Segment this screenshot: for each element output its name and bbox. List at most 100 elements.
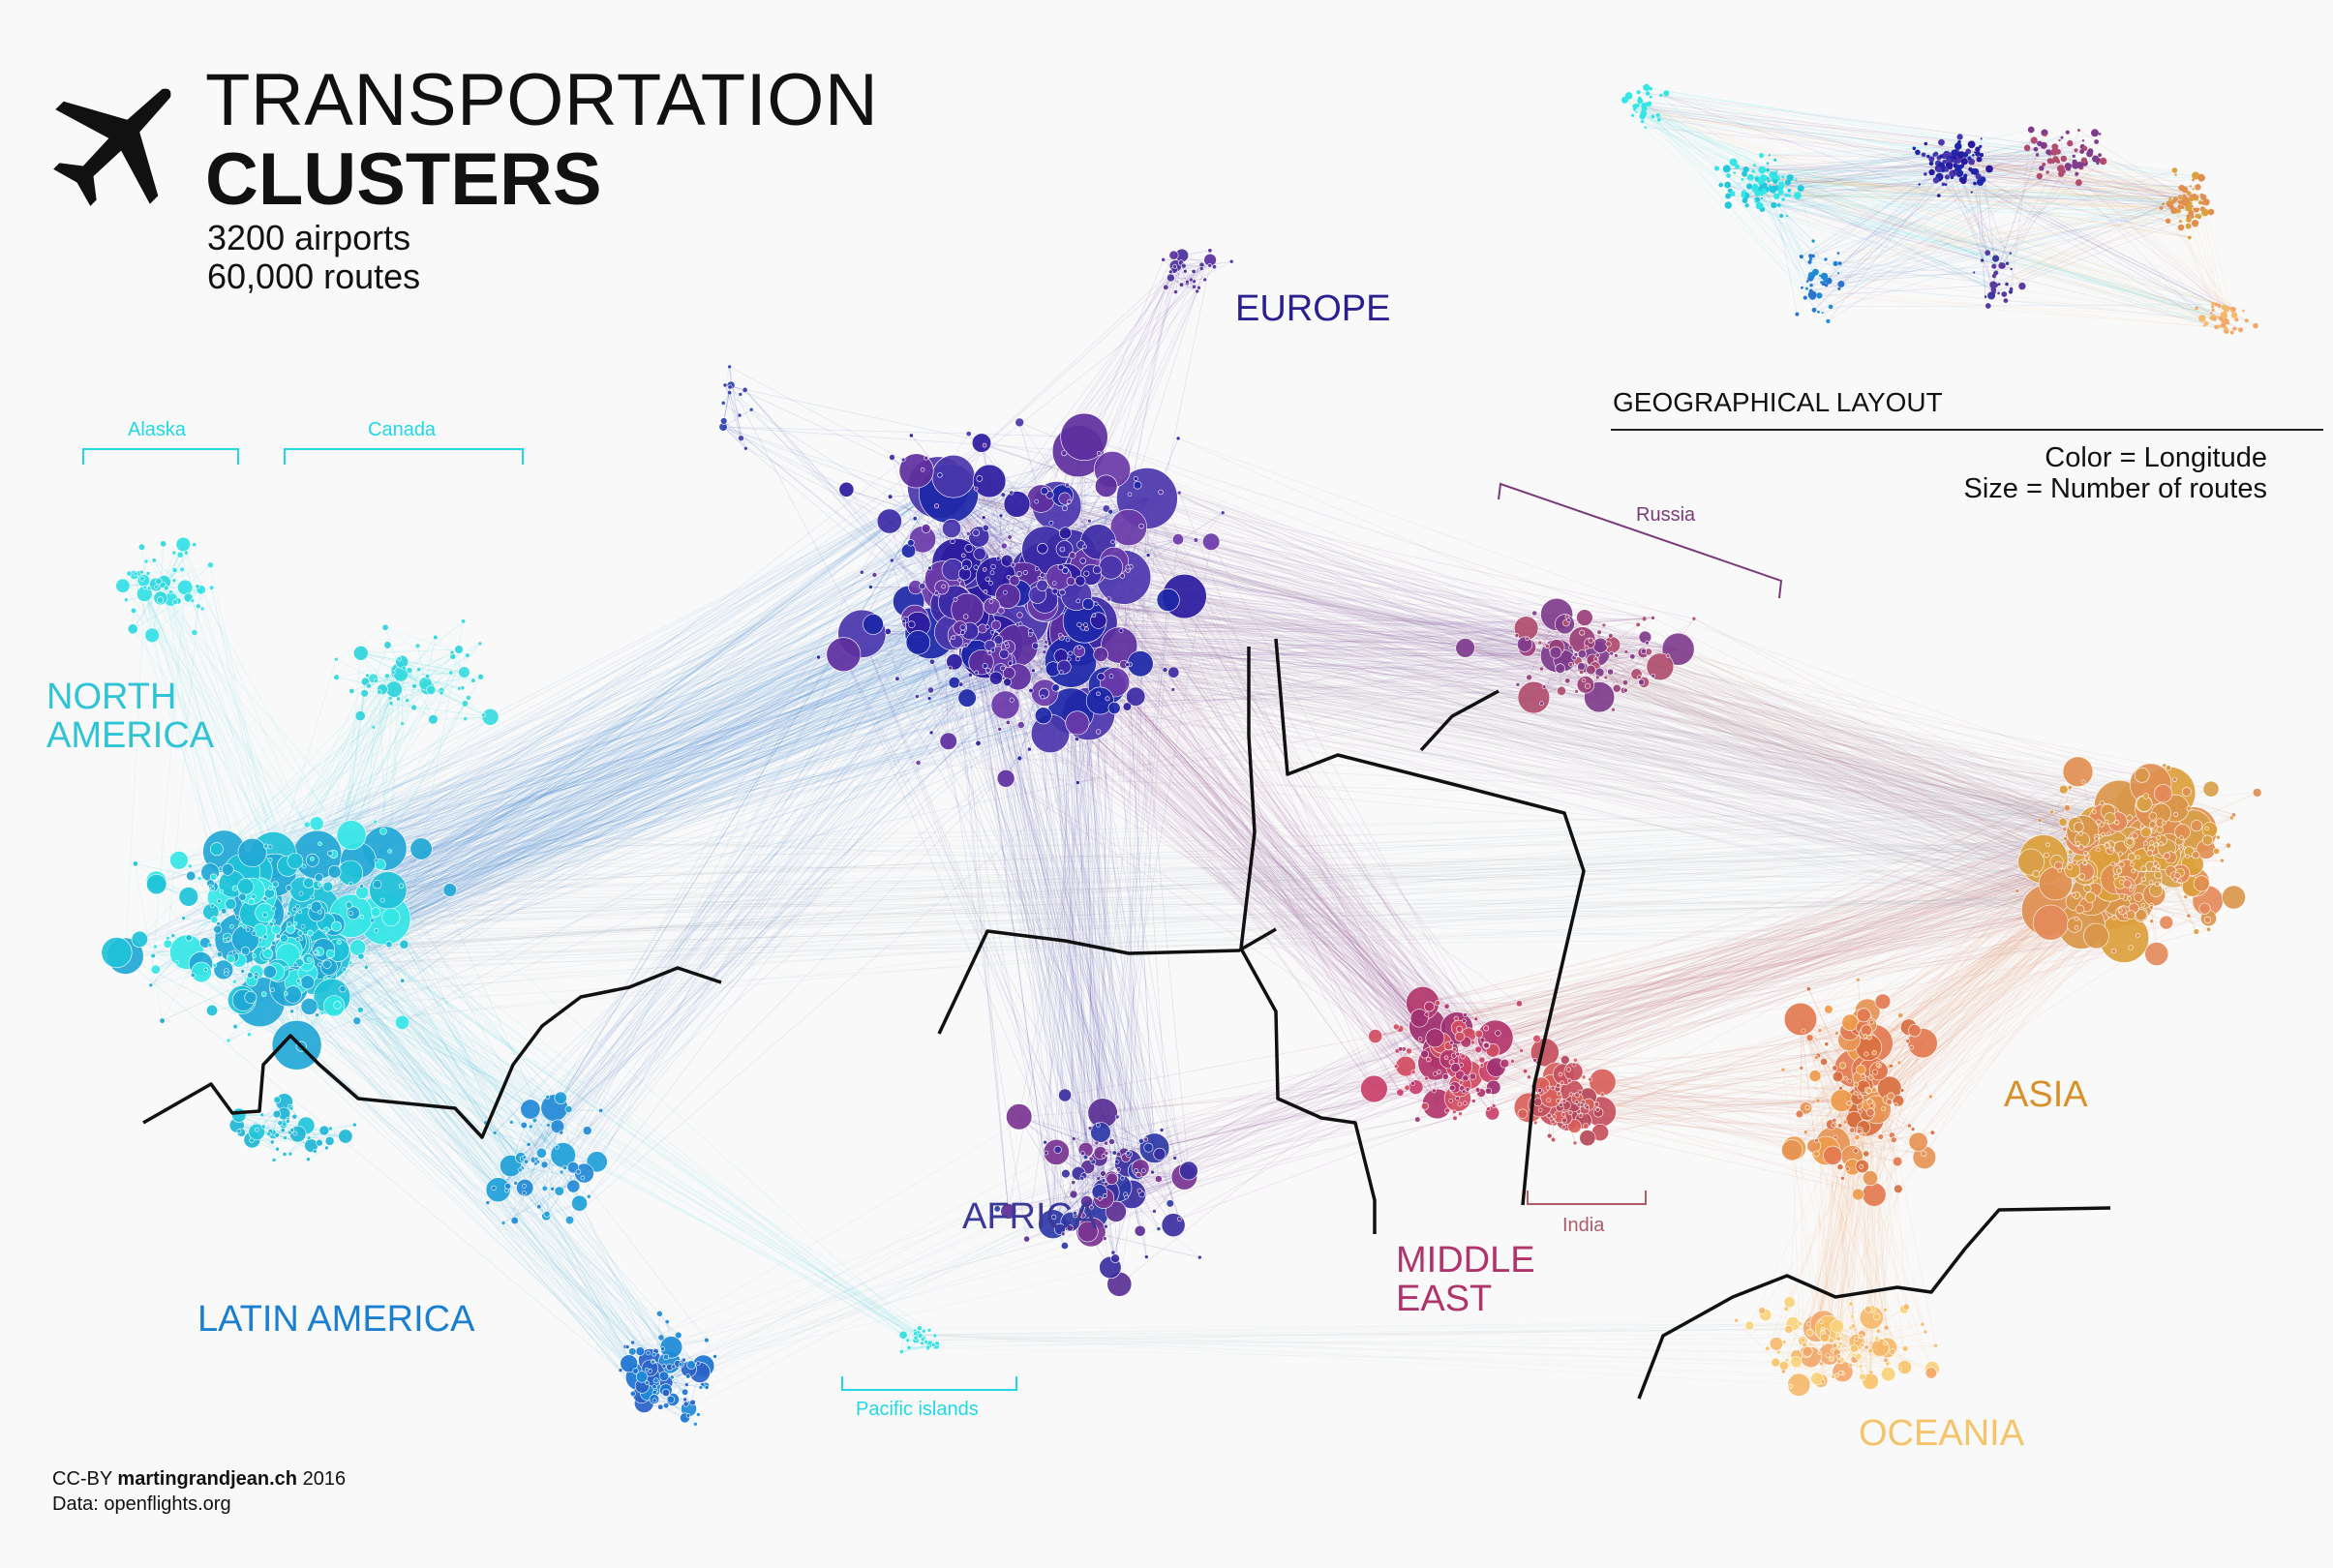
airport-node <box>1172 1156 1177 1161</box>
airport-node <box>1859 1372 1866 1381</box>
inset-airport-node <box>2218 316 2224 321</box>
airport-node <box>410 704 418 711</box>
airport-node <box>381 623 389 631</box>
airport-node <box>905 630 931 655</box>
airport-node <box>2173 812 2178 817</box>
inset-airport-node <box>2001 291 2008 297</box>
airport-node <box>1076 645 1082 650</box>
airport-node <box>199 606 205 612</box>
inset-airport-node <box>2168 197 2172 200</box>
airport-node <box>993 1205 1001 1213</box>
airport-node <box>1561 1099 1567 1103</box>
airport-node <box>2139 824 2145 829</box>
inset-airport-node <box>1713 166 1720 171</box>
airport-node <box>566 1179 581 1193</box>
airport-node <box>1096 450 1102 456</box>
inset-airport-node <box>2009 286 2014 291</box>
inset-airport-node <box>2074 148 2078 153</box>
airport-node <box>1133 476 1138 481</box>
inset-airport-node <box>2209 317 2212 320</box>
airport-node <box>1875 1063 1881 1068</box>
airport-node <box>203 967 208 973</box>
airport-node <box>1051 588 1059 595</box>
airport-node <box>988 581 993 586</box>
airport-node <box>1874 1336 1880 1342</box>
airport-node <box>163 939 172 949</box>
airport-node <box>1561 1117 1567 1124</box>
airport-node <box>307 904 312 909</box>
airport-node <box>365 682 372 689</box>
airport-node <box>934 503 940 509</box>
airport-node <box>338 1129 353 1144</box>
airport-node <box>906 1344 912 1350</box>
airport-node <box>1061 1168 1071 1179</box>
inset-airport-node <box>1975 173 1982 180</box>
inset-airport-node <box>1746 183 1753 190</box>
airport-node <box>1567 1078 1572 1083</box>
airport-node <box>1571 1062 1577 1068</box>
airport-node <box>1010 561 1016 568</box>
airport-node <box>671 1364 677 1370</box>
airport-node <box>387 695 393 701</box>
airport-node <box>1560 1055 1570 1065</box>
airport-node <box>1443 1003 1450 1010</box>
airport-node <box>959 629 965 635</box>
airport-node <box>1868 1102 1874 1108</box>
airport-node <box>898 1330 908 1340</box>
inset-airport-node <box>2217 324 2222 329</box>
airport-node <box>2118 892 2125 899</box>
airport-node <box>170 933 176 938</box>
airport-node <box>661 1363 667 1369</box>
airport-node <box>1924 1367 1937 1379</box>
airport-node <box>1162 667 1168 673</box>
airport-node <box>142 585 148 590</box>
airport-node <box>477 673 484 680</box>
inset-airport-node <box>2193 207 2199 213</box>
airport-node <box>354 710 366 722</box>
airport-node <box>2058 784 2069 795</box>
airport-node <box>2134 767 2150 783</box>
airport-node <box>2136 933 2140 938</box>
airport-node <box>988 599 994 604</box>
airport-node <box>385 680 403 698</box>
airport-node <box>1894 1102 1898 1107</box>
inset-airport-node <box>2188 210 2195 217</box>
inset-airport-node <box>2057 165 2065 173</box>
airport-node <box>698 1385 704 1390</box>
inset-airport-node <box>2075 179 2082 187</box>
airport-node <box>1000 542 1008 550</box>
airport-node <box>1863 1150 1870 1158</box>
airport-node <box>1456 1025 1464 1033</box>
airport-node <box>1075 656 1080 662</box>
airport-node <box>1820 1379 1826 1384</box>
airport-node <box>1037 542 1048 555</box>
airport-node <box>559 1130 564 1135</box>
airport-node <box>1550 1136 1557 1143</box>
inset-airport-node <box>1649 95 1652 99</box>
airport-node <box>433 634 439 641</box>
airport-node <box>1081 597 1095 611</box>
airport-node <box>973 564 979 570</box>
airport-node <box>720 400 726 406</box>
airport-node <box>928 658 935 665</box>
airport-node <box>651 1389 657 1396</box>
airport-node <box>2110 861 2115 866</box>
airport-node <box>1532 1034 1541 1043</box>
airport-node <box>1832 1070 1844 1083</box>
airport-node <box>948 665 953 671</box>
airport-node <box>1517 1108 1529 1119</box>
airport-node <box>351 1122 357 1128</box>
airport-node <box>2063 804 2072 812</box>
airport-node <box>1815 1098 1821 1103</box>
airport-node <box>269 1139 275 1145</box>
airport-node <box>689 1399 696 1406</box>
airport-node <box>231 1107 247 1123</box>
canada-bracket <box>284 448 524 465</box>
airport-node <box>1546 1112 1552 1119</box>
inset-airport-node <box>1826 318 1831 323</box>
airport-node <box>2149 905 2154 910</box>
airport-node <box>1101 1154 1106 1159</box>
airport-node <box>2140 865 2147 872</box>
airport-node <box>1097 673 1106 681</box>
airport-node <box>1907 1123 1912 1129</box>
